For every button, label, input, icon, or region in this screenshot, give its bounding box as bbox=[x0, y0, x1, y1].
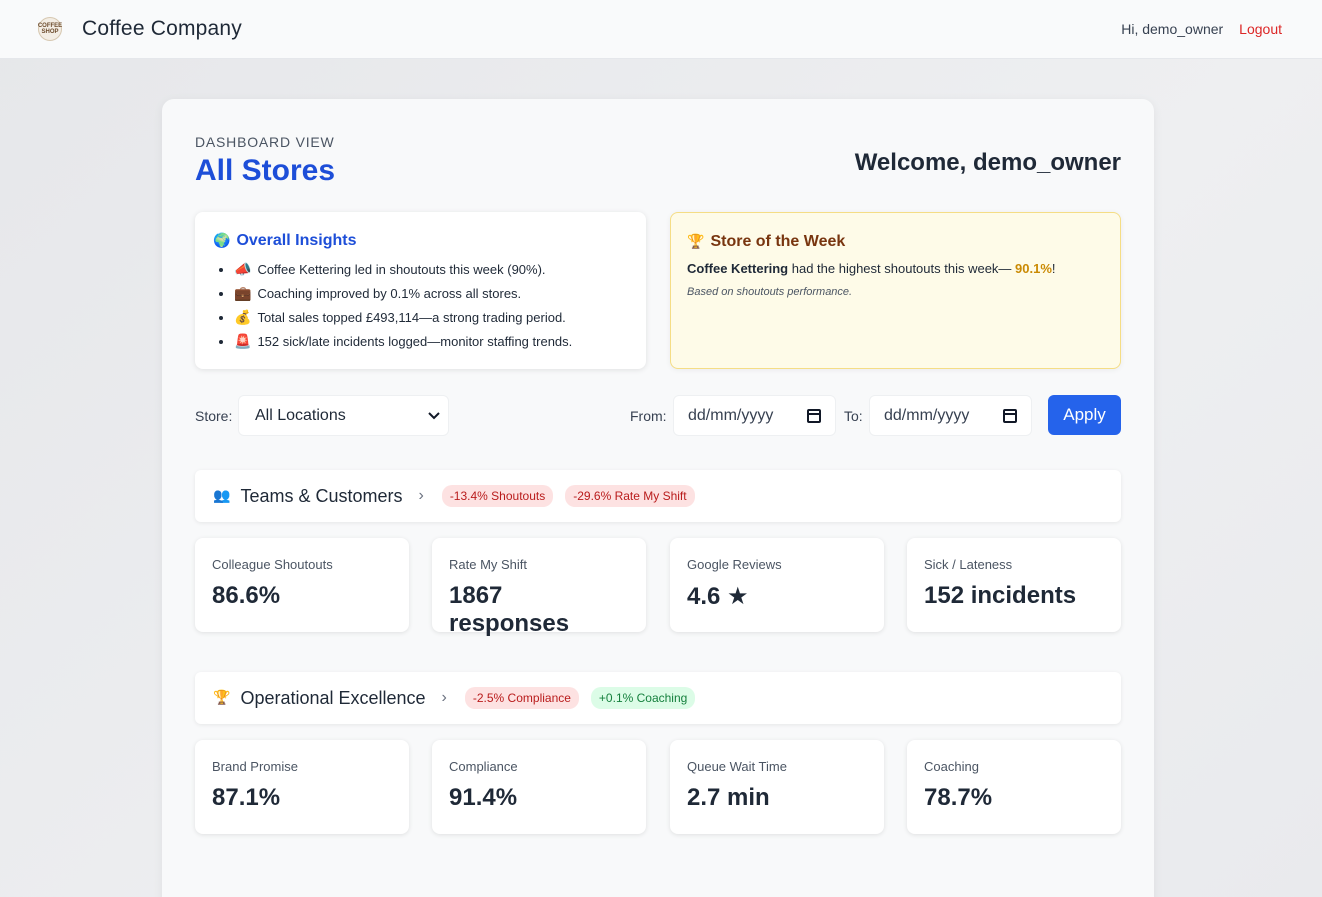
calendar-icon[interactable] bbox=[807, 408, 821, 423]
insight-item: 🚨 152 sick/late incidents logged—monitor … bbox=[234, 330, 628, 354]
metric-label: Rate My Shift bbox=[449, 557, 528, 572]
trend-badge: -2.5% Compliance bbox=[464, 687, 579, 709]
to-label: To: bbox=[844, 408, 863, 424]
metric-card: Rate My Shift 1867 responses bbox=[432, 538, 646, 637]
to-date-placeholder: dd/mm/yyyy bbox=[884, 406, 970, 424]
insights-list: 📣 Coffee Kettering led in shoutouts this … bbox=[213, 258, 628, 354]
metric-card: Queue Wait Time 2.7 min bbox=[670, 740, 884, 834]
metric-value: 152 incidents bbox=[924, 582, 1077, 609]
from-date-input[interactable]: dd/mm/yyyy bbox=[673, 395, 836, 436]
insight-text: Coffee Kettering led in shoutouts this w… bbox=[257, 262, 546, 277]
metric-value: 91.4% bbox=[449, 784, 518, 811]
insight-item: 💰 Total sales topped £493,114—a strong tr… bbox=[234, 306, 628, 330]
metric-label: Queue Wait Time bbox=[687, 759, 787, 774]
sotw-summary: Coffee Kettering had the highest shoutou… bbox=[687, 261, 1104, 276]
apply-button[interactable]: Apply bbox=[1048, 395, 1121, 435]
metric-label: Google Reviews bbox=[687, 557, 782, 572]
coffee-logo-icon: COFFEE SHOP bbox=[38, 17, 62, 41]
dashboard-card: DASHBOARD VIEW All Stores Welcome, demo_… bbox=[162, 99, 1154, 897]
metric-label: Brand Promise bbox=[212, 759, 298, 774]
metric-label: Compliance bbox=[449, 759, 518, 774]
sotw-title: Store of the Week bbox=[710, 233, 846, 250]
metric-label: Sick / Lateness bbox=[924, 557, 1013, 572]
overall-insights-panel: 🌍 Overall Insights 📣 Coffee Kettering led… bbox=[195, 212, 646, 369]
chevron-down-icon bbox=[428, 411, 440, 419]
dashboard-header: DASHBOARD VIEW All Stores Welcome, demo_… bbox=[195, 134, 1121, 194]
store-filter-label: Store: bbox=[195, 408, 233, 424]
logout-link[interactable]: Logout bbox=[1239, 21, 1282, 37]
brand-name: Coffee Company bbox=[82, 17, 243, 40]
metric-value: 2.7 min bbox=[687, 784, 770, 811]
globe-icon: 🌍 bbox=[213, 233, 231, 249]
calendar-icon[interactable] bbox=[1003, 408, 1017, 423]
trend-badge: -13.4% Shoutouts bbox=[441, 485, 554, 507]
dashboard-eyebrow: DASHBOARD VIEW bbox=[195, 134, 335, 150]
metric-card: Brand Promise 87.1% bbox=[195, 740, 409, 834]
metric-card: Coaching 78.7% bbox=[907, 740, 1121, 834]
sotw-text: had the highest shoutouts this week— bbox=[788, 261, 1016, 276]
insights-heading: 🌍 Overall Insights bbox=[213, 232, 628, 250]
chevron-right-icon: › bbox=[441, 689, 447, 706]
trophy-icon: 🏆 bbox=[213, 690, 231, 706]
megaphone-icon: 📣 bbox=[234, 262, 252, 278]
section-title: Teams & Customers bbox=[240, 485, 403, 506]
sotw-percent: 90.1% bbox=[1015, 261, 1052, 276]
chevron-right-icon: › bbox=[418, 487, 424, 504]
metric-value: 4.6 ★ bbox=[687, 583, 749, 610]
metric-card: Sick / Lateness 152 incidents bbox=[907, 538, 1121, 632]
top-navbar: COFFEE SHOP Coffee Company Hi, demo_owner… bbox=[0, 0, 1322, 59]
section-teams-customers[interactable]: 👥 Teams & Customers › -13.4% Shoutouts -… bbox=[195, 470, 1121, 522]
insights-title: Overall Insights bbox=[236, 232, 357, 249]
trophy-icon: 🏆 bbox=[687, 234, 705, 250]
alarm-icon: 🚨 bbox=[234, 334, 252, 350]
people-icon: 👥 bbox=[213, 488, 231, 504]
metric-card: Compliance 91.4% bbox=[432, 740, 646, 834]
metric-label: Colleague Shoutouts bbox=[212, 557, 333, 572]
insight-text: 152 sick/late incidents logged—monitor s… bbox=[257, 334, 573, 349]
metric-card: Google Reviews 4.6 ★ bbox=[670, 538, 884, 632]
brand[interactable]: COFFEE SHOP Coffee Company bbox=[38, 17, 242, 41]
trend-badge: +0.1% Coaching bbox=[590, 687, 696, 709]
sotw-heading: 🏆 Store of the Week bbox=[687, 233, 1104, 251]
store-select-value: All Locations bbox=[255, 406, 346, 424]
metric-value: 87.1% bbox=[212, 784, 281, 811]
welcome-message: Welcome, demo_owner bbox=[854, 149, 1121, 176]
briefcase-icon: 💼 bbox=[234, 286, 252, 302]
section-operational-excellence[interactable]: 🏆 Operational Excellence › -2.5% Complia… bbox=[195, 672, 1121, 724]
metric-value: 1867 responses bbox=[449, 582, 570, 637]
money-bag-icon: 💰 bbox=[234, 310, 252, 326]
metric-card: Colleague Shoutouts 86.6% bbox=[195, 538, 409, 632]
metric-value: 86.6% bbox=[212, 582, 281, 609]
sotw-note: Based on shoutouts performance. bbox=[687, 286, 853, 298]
insight-text: Total sales topped £493,114—a strong tra… bbox=[257, 310, 566, 325]
trend-badge: -29.6% Rate My Shift bbox=[565, 485, 695, 507]
from-date-placeholder: dd/mm/yyyy bbox=[688, 406, 774, 424]
from-label: From: bbox=[630, 408, 667, 424]
to-date-input[interactable]: dd/mm/yyyy bbox=[869, 395, 1032, 436]
sotw-store-name: Coffee Kettering bbox=[687, 261, 789, 276]
nav-user-area: Hi, demo_owner Logout bbox=[1121, 21, 1282, 37]
metric-value: 78.7% bbox=[924, 784, 993, 811]
filter-bar: Store: All Locations From: dd/mm/yyyy To… bbox=[195, 395, 1121, 437]
page-title: All Stores bbox=[195, 154, 336, 187]
section-title: Operational Excellence bbox=[240, 687, 426, 708]
store-select[interactable]: All Locations bbox=[238, 395, 449, 436]
metric-label: Coaching bbox=[924, 759, 979, 774]
insight-text: Coaching improved by 0.1% across all sto… bbox=[257, 286, 522, 301]
user-greeting: Hi, demo_owner bbox=[1121, 21, 1224, 37]
store-of-the-week-panel: 🏆 Store of the Week Coffee Kettering had… bbox=[670, 212, 1121, 369]
sotw-end: ! bbox=[1051, 261, 1056, 276]
insight-item: 💼 Coaching improved by 0.1% across all st… bbox=[234, 282, 628, 306]
insight-item: 📣 Coffee Kettering led in shoutouts this … bbox=[234, 258, 628, 282]
